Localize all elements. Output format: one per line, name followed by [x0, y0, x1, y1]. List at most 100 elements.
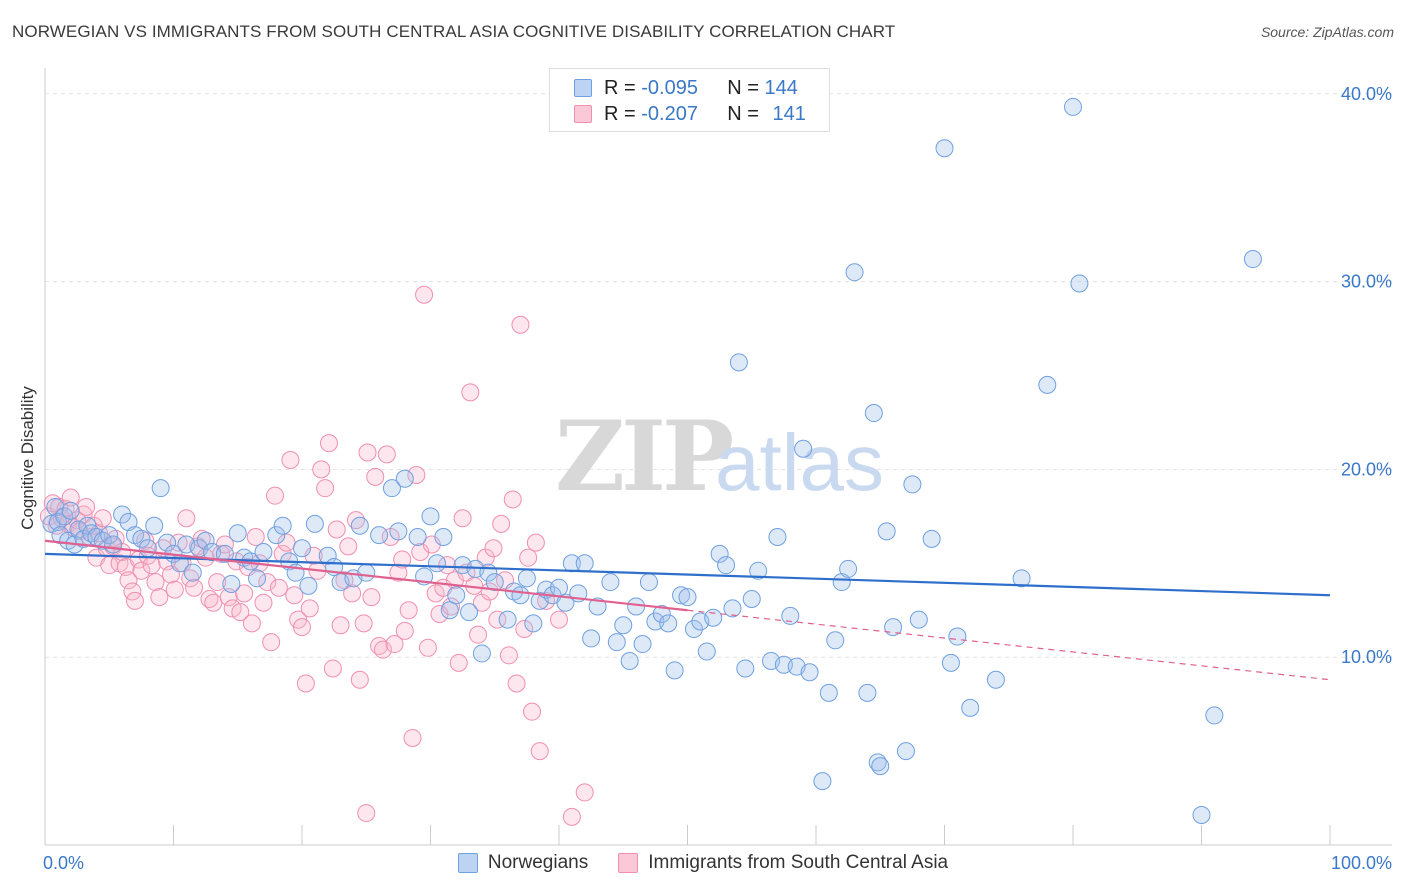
norwegian-point — [877, 522, 896, 541]
norwegian-point — [768, 528, 787, 546]
immigrant-point — [519, 548, 538, 567]
norwegian-point — [729, 353, 748, 372]
immigrant-point — [331, 616, 350, 635]
norwegian-point — [652, 605, 671, 623]
norwegian-point — [601, 573, 620, 592]
norwegian-point — [389, 522, 408, 541]
norwegian-point — [1012, 569, 1031, 588]
norwegian-point — [293, 539, 311, 558]
norwegian-point — [1192, 805, 1211, 824]
norwegian-point — [941, 653, 960, 672]
norwegian-point — [472, 644, 491, 663]
norwegian-point — [659, 614, 678, 633]
immigrant-point — [418, 638, 437, 657]
norwegian-point — [896, 742, 915, 761]
watermark-atlas: atlas — [715, 418, 884, 507]
norwegian-point — [781, 606, 800, 625]
norwegian-point — [104, 535, 123, 554]
norwegian-point — [215, 544, 234, 563]
norwegian-point — [575, 554, 594, 573]
immigrant-point — [258, 573, 277, 592]
bottom-legend-swatch-immigrants — [618, 853, 639, 873]
chart-title: NORWEGIAN VS IMMIGRANTS FROM SOUTH CENTR… — [12, 22, 896, 41]
legend-r-label: R = — [604, 76, 636, 99]
legend-swatch-immigrants — [574, 105, 592, 123]
immigrant-point — [575, 783, 594, 802]
norwegian-point — [1038, 375, 1057, 394]
norwegian-point — [864, 404, 883, 423]
immigrant-point — [219, 588, 238, 607]
immigrant-point — [300, 599, 319, 618]
norwegian-point — [749, 561, 768, 580]
y-tick-label: 20.0% — [1341, 459, 1392, 479]
norwegian-point — [903, 475, 922, 494]
immigrant-point — [403, 728, 422, 747]
norwegian-point — [408, 528, 427, 546]
immigrant-point — [480, 582, 499, 601]
norwegian-point — [922, 529, 941, 548]
immigrant-point — [461, 383, 480, 402]
legend-r-label: R = — [604, 102, 636, 125]
legend-row-immigrants: R = -0.207 N = 141 — [574, 101, 806, 127]
norwegian-point — [826, 631, 845, 650]
immigrant-point — [373, 640, 392, 659]
bottom-legend-label: Norwegians — [487, 852, 589, 873]
norwegian-point — [633, 635, 652, 654]
norwegian-point — [839, 559, 858, 578]
norwegian-point — [794, 439, 813, 458]
immigrant-point — [407, 466, 426, 485]
norwegian-point — [498, 610, 517, 629]
norwegian-point — [382, 479, 401, 498]
immigrant-point — [395, 621, 414, 640]
norwegian-point — [832, 573, 851, 592]
norwegian-point — [550, 578, 568, 597]
trend-line-immigrants — [44, 539, 688, 612]
immigrant-point — [242, 614, 261, 633]
norwegian-point — [665, 661, 684, 680]
norwegian-point — [46, 497, 65, 516]
norwegian-point — [196, 531, 215, 550]
norwegian-point — [909, 610, 928, 629]
norwegian-point — [434, 528, 453, 546]
immigrant-point — [415, 285, 434, 304]
immigrant-point — [488, 610, 507, 629]
norwegian-point — [524, 614, 543, 633]
norwegian-point — [1205, 706, 1224, 725]
immigrant-point — [142, 556, 161, 575]
immigrant-point — [499, 646, 518, 665]
bottom-legend-swatch-norwegians — [457, 853, 478, 873]
norwegian-point — [440, 601, 459, 620]
norwegian-point — [710, 544, 729, 563]
watermark: ZIP atlas — [555, 400, 884, 513]
norwegian-point — [357, 563, 376, 582]
norwegian-point — [614, 616, 633, 635]
immigrant-point — [119, 571, 138, 590]
norwegian-point — [248, 569, 267, 588]
immigrant-point — [385, 635, 404, 654]
norwegian-point — [986, 670, 1005, 689]
y-tick-label: 40.0% — [1341, 84, 1392, 104]
immigrant-point — [562, 807, 581, 826]
immigrant-point — [515, 620, 534, 639]
norwegian-point — [800, 663, 819, 682]
immigrant-point — [296, 674, 315, 693]
immigrant-point — [312, 460, 331, 479]
immigrant-point — [132, 561, 151, 580]
immigrant-point — [366, 467, 385, 486]
norwegian-point — [871, 757, 890, 776]
immigrant-point — [185, 578, 204, 597]
legend-n-label: N = — [727, 102, 759, 125]
norwegian-point — [119, 512, 138, 531]
norwegian-point — [607, 633, 626, 652]
immigrant-point — [358, 443, 377, 462]
immigrant-point — [146, 573, 165, 592]
norwegian-point — [145, 516, 164, 535]
immigrant-point — [357, 804, 376, 823]
norwegian-point — [61, 501, 80, 520]
immigrant-point — [530, 742, 549, 761]
immigrant-point — [254, 593, 273, 612]
norwegian-point — [678, 588, 697, 607]
norwegian-point — [267, 526, 286, 545]
norwegian-point — [299, 576, 318, 595]
norwegian-point — [395, 469, 414, 488]
